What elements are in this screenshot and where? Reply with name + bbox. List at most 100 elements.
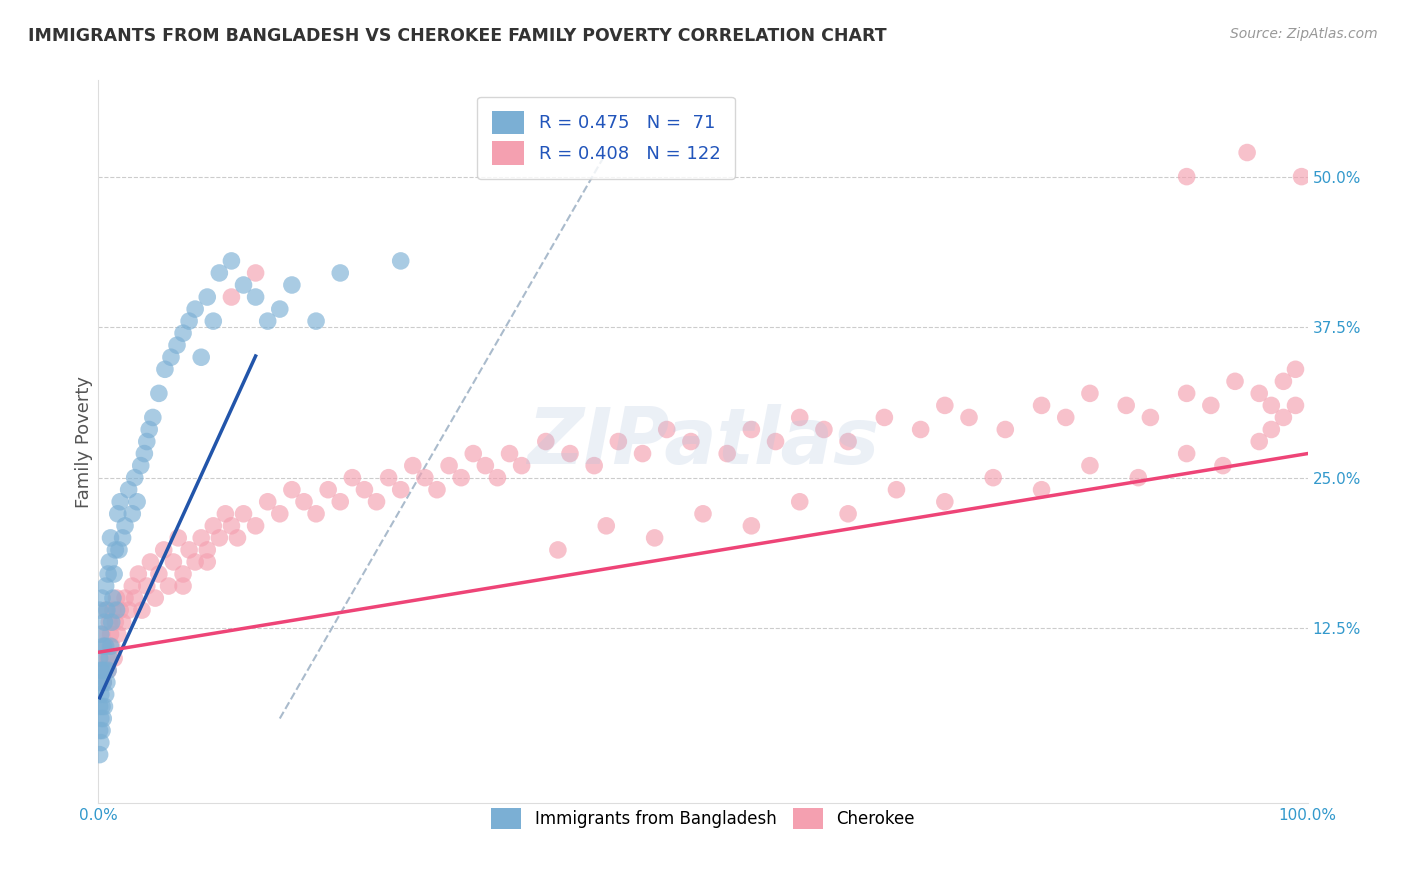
Point [162, 555, 184, 569]
Point [89, 651, 111, 665]
Point [202, 518, 225, 533]
Point [190, 350, 212, 364]
Point [179, 314, 201, 328]
Point [292, 494, 315, 508]
Point [134, 446, 156, 460]
Point [740, 518, 762, 533]
Point [135, 434, 157, 449]
Point [981, 470, 1004, 484]
Point [1115, 398, 1137, 412]
Point [124, 591, 146, 606]
Point [118, 483, 141, 497]
Point [135, 579, 157, 593]
Point [91, 591, 114, 606]
Point [172, 567, 194, 582]
Point [93, 699, 115, 714]
Point [221, 290, 243, 304]
Point [765, 434, 787, 449]
Point [100, 627, 122, 641]
Point [94, 603, 117, 617]
Point [413, 470, 436, 484]
Point [157, 579, 180, 593]
Point [93, 639, 115, 653]
Point [90, 664, 112, 678]
Point [583, 458, 606, 473]
Y-axis label: Family Poverty: Family Poverty [75, 376, 93, 508]
Point [127, 567, 149, 582]
Point [789, 494, 811, 508]
Point [90, 627, 112, 641]
Point [269, 301, 291, 316]
Point [89, 747, 111, 762]
Text: Source: ZipAtlas.com: Source: ZipAtlas.com [1230, 27, 1378, 41]
Point [167, 531, 190, 545]
Point [104, 615, 127, 630]
Point [148, 567, 170, 582]
Point [184, 301, 207, 316]
Point [111, 615, 134, 630]
Point [129, 458, 152, 473]
Point [595, 518, 617, 533]
Point [94, 579, 117, 593]
Point [1031, 398, 1053, 412]
Point [655, 422, 678, 436]
Point [1078, 458, 1101, 473]
Point [91, 699, 114, 714]
Point [366, 494, 388, 508]
Point [1175, 169, 1198, 184]
Point [534, 434, 557, 449]
Point [91, 723, 114, 738]
Point [389, 483, 412, 497]
Point [172, 579, 194, 593]
Point [437, 458, 460, 473]
Point [195, 542, 218, 557]
Point [114, 591, 136, 606]
Point [91, 712, 114, 726]
Point [716, 446, 738, 460]
Point [547, 542, 569, 557]
Point [1139, 410, 1161, 425]
Point [329, 266, 352, 280]
Point [103, 651, 125, 665]
Point [118, 603, 141, 617]
Point [426, 483, 449, 497]
Point [172, 326, 194, 340]
Point [97, 567, 120, 582]
Point [195, 290, 218, 304]
Point [269, 507, 291, 521]
Point [208, 266, 231, 280]
Point [305, 507, 328, 521]
Point [152, 542, 174, 557]
Point [90, 712, 112, 726]
Point [1249, 386, 1271, 401]
Point [202, 314, 225, 328]
Point [131, 603, 153, 617]
Point [184, 555, 207, 569]
Point [100, 639, 122, 653]
Point [148, 386, 170, 401]
Point [1272, 410, 1295, 425]
Point [166, 338, 188, 352]
Point [1175, 386, 1198, 401]
Point [873, 410, 896, 425]
Point [91, 627, 114, 641]
Point [93, 615, 115, 630]
Point [329, 494, 352, 508]
Point [813, 422, 835, 436]
Point [221, 518, 243, 533]
Point [104, 542, 127, 557]
Point [245, 518, 267, 533]
Point [281, 483, 304, 497]
Point [142, 410, 165, 425]
Point [179, 542, 201, 557]
Point [510, 458, 533, 473]
Point [1223, 374, 1246, 388]
Point [107, 627, 129, 641]
Point [1212, 458, 1234, 473]
Point [89, 651, 111, 665]
Point [93, 664, 115, 678]
Point [89, 723, 111, 738]
Point [101, 591, 124, 606]
Point [1284, 362, 1306, 376]
Point [316, 483, 339, 497]
